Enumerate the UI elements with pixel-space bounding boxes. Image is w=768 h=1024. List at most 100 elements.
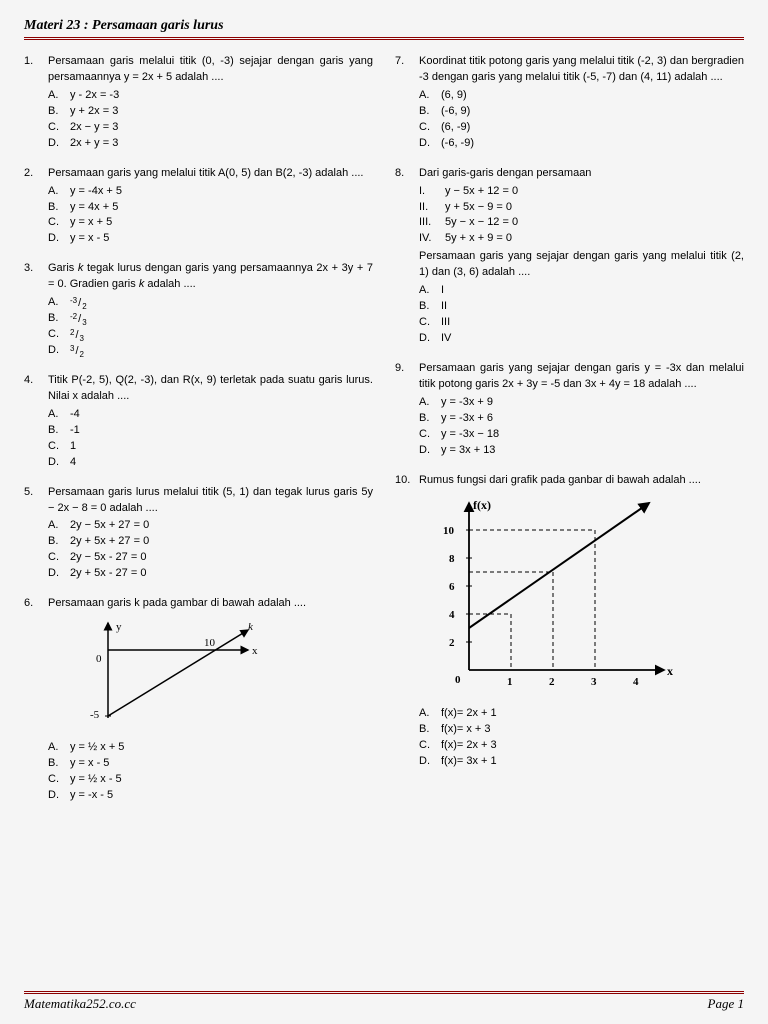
question-number: 4. (24, 373, 48, 471)
q6-diagram: y x k 0 10 -5 (48, 618, 373, 734)
options: A.f(x)= 2x + 1 B.f(x)= x + 3 C.f(x)= 2x … (419, 706, 744, 770)
option-d: (-6, -9) (441, 136, 474, 152)
page-footer: Matematika252.co.cc Page 1 (24, 991, 744, 1012)
option-c: 2y − 5x - 27 = 0 (70, 550, 146, 566)
options: A.y = -3x + 9 B.y = -3x + 6 C.y = -3x − … (419, 395, 744, 459)
option-b: y = 4x + 5 (70, 200, 118, 216)
option-c: y = -3x − 18 (441, 427, 499, 443)
options: A.-3/2 B.-2/3 C.2/3 D.3/2 (48, 295, 373, 359)
question-text: Persamaan garis melalui titik (0, -3) se… (48, 54, 373, 86)
option-b: -2/3 (70, 311, 87, 327)
question-7: 7. Koordinat titik potong garis yang mel… (395, 54, 744, 152)
option-a: f(x)= 2x + 1 (441, 706, 497, 722)
options: A.y = ½ x + 5 B.y = x - 5 C.y = ½ x - 5 … (48, 740, 373, 804)
option-c: III (441, 315, 450, 331)
left-column: 1. Persamaan garis melalui titik (0, -3)… (24, 54, 373, 818)
option-b: (-6, 9) (441, 104, 470, 120)
question-number: 5. (24, 485, 48, 583)
question-number: 6. (24, 596, 48, 804)
question-text: Garis k tegak lurus dengan garis yang pe… (48, 261, 373, 293)
svg-text:x: x (667, 664, 673, 678)
option-c: y = x + 5 (70, 215, 112, 231)
option-a: y = ½ x + 5 (70, 740, 124, 756)
option-a: -4 (70, 407, 80, 423)
question-number: 3. (24, 261, 48, 359)
question-text: Titik P(-2, 5), Q(2, -3), dan R(x, 9) te… (48, 373, 373, 405)
chart-icon: y x k 0 10 -5 (48, 618, 268, 728)
question-text: Persamaan garis yang sejajar dengan gari… (419, 361, 744, 393)
svg-text:k: k (248, 621, 254, 633)
svg-text:1: 1 (507, 676, 513, 688)
option-c: 2x − y = 3 (70, 120, 118, 136)
question-number: 7. (395, 54, 419, 152)
question-1: 1. Persamaan garis melalui titik (0, -3)… (24, 54, 373, 152)
options: A.y = -4x + 5 B.y = 4x + 5 C.y = x + 5 D… (48, 184, 373, 248)
svg-text:3: 3 (591, 676, 597, 688)
question-8: 8. Dari garis-garis dengan persamaan I.y… (395, 166, 744, 347)
question-text: Rumus fungsi dari grafik pada ganbar di … (419, 473, 744, 489)
svg-text:10: 10 (443, 525, 455, 537)
svg-text:y: y (116, 621, 122, 633)
option-b: II (441, 299, 447, 315)
question-text: Persamaan garis k pada gambar di bawah a… (48, 596, 373, 612)
option-c: 2/3 (70, 327, 84, 343)
option-b: y = x - 5 (70, 756, 109, 772)
option-b: f(x)= x + 3 (441, 722, 491, 738)
svg-text:2: 2 (549, 676, 555, 688)
option-a: y - 2x = -3 (70, 88, 119, 104)
page-header: Materi 23 : Persamaan garis lurus (24, 18, 744, 40)
option-d: y = 3x + 13 (441, 443, 495, 459)
options: A.-4 B.-1 C.1 D.4 (48, 407, 373, 471)
roman-list: I.y − 5x + 12 = 0 II.y + 5x − 9 = 0 III.… (419, 184, 744, 248)
option-a: (6, 9) (441, 88, 467, 104)
option-d: y = -x - 5 (70, 788, 113, 804)
question-10: 10. Rumus fungsi dari grafik pada ganbar… (395, 473, 744, 771)
option-d: 2x + y = 3 (70, 136, 118, 152)
option-b: y = -3x + 6 (441, 411, 493, 427)
option-b: y + 2x = 3 (70, 104, 118, 120)
question-number: 8. (395, 166, 419, 347)
svg-text:8: 8 (449, 553, 455, 565)
option-d: 4 (70, 455, 76, 471)
option-c: 1 (70, 439, 76, 455)
svg-text:4: 4 (449, 609, 455, 621)
option-d: 2y + 5x - 27 = 0 (70, 566, 146, 582)
svg-text:-5: -5 (90, 709, 100, 721)
svg-text:x: x (252, 645, 258, 657)
option-a: 2y − 5x + 27 = 0 (70, 518, 149, 534)
question-text-2: Persamaan garis yang sejajar dengan gari… (419, 249, 744, 281)
option-a: I (441, 283, 444, 299)
chart-icon: 2 4 6 8 10 1 2 3 4 (419, 495, 679, 695)
svg-text:10: 10 (204, 637, 216, 649)
options: A.(6, 9) B.(-6, 9) C.(6, -9) D.(-6, -9) (419, 88, 744, 152)
option-d: IV (441, 331, 451, 347)
svg-text:4: 4 (633, 676, 639, 688)
options: A.2y − 5x + 27 = 0 B.2y + 5x + 27 = 0 C.… (48, 518, 373, 582)
option-a: y = -3x + 9 (441, 395, 493, 411)
svg-text:f(x): f(x) (473, 498, 491, 512)
question-9: 9. Persamaan garis yang sejajar dengan g… (395, 361, 744, 459)
question-6: 6. Persamaan garis k pada gambar di bawa… (24, 596, 373, 804)
options: A.y - 2x = -3 B.y + 2x = 3 C.2x − y = 3 … (48, 88, 373, 152)
q10-diagram: 2 4 6 8 10 1 2 3 4 (419, 495, 744, 701)
question-3: 3. Garis k tegak lurus dengan garis yang… (24, 261, 373, 359)
option-a: y = -4x + 5 (70, 184, 122, 200)
question-text: Koordinat titik potong garis yang melalu… (419, 54, 744, 86)
question-number: 1. (24, 54, 48, 152)
question-2: 2. Persamaan garis yang melalui titik A(… (24, 166, 373, 248)
option-c: (6, -9) (441, 120, 470, 136)
content-columns: 1. Persamaan garis melalui titik (0, -3)… (24, 54, 744, 818)
question-number: 10. (395, 473, 419, 771)
svg-text:0: 0 (96, 653, 102, 665)
svg-text:2: 2 (449, 637, 455, 649)
option-c: f(x)= 2x + 3 (441, 738, 497, 754)
option-a: -3/2 (70, 295, 87, 311)
footer-page: Page 1 (708, 996, 744, 1012)
option-d: f(x)= 3x + 1 (441, 754, 497, 770)
options: A.I B.II C.III D.IV (419, 283, 744, 347)
question-text: Dari garis-garis dengan persamaan (419, 166, 744, 182)
question-text: Persamaan garis yang melalui titik A(0, … (48, 166, 373, 182)
option-d: y = x - 5 (70, 231, 109, 247)
question-number: 9. (395, 361, 419, 459)
question-text: Persamaan garis lurus melalui titik (5, … (48, 485, 373, 517)
